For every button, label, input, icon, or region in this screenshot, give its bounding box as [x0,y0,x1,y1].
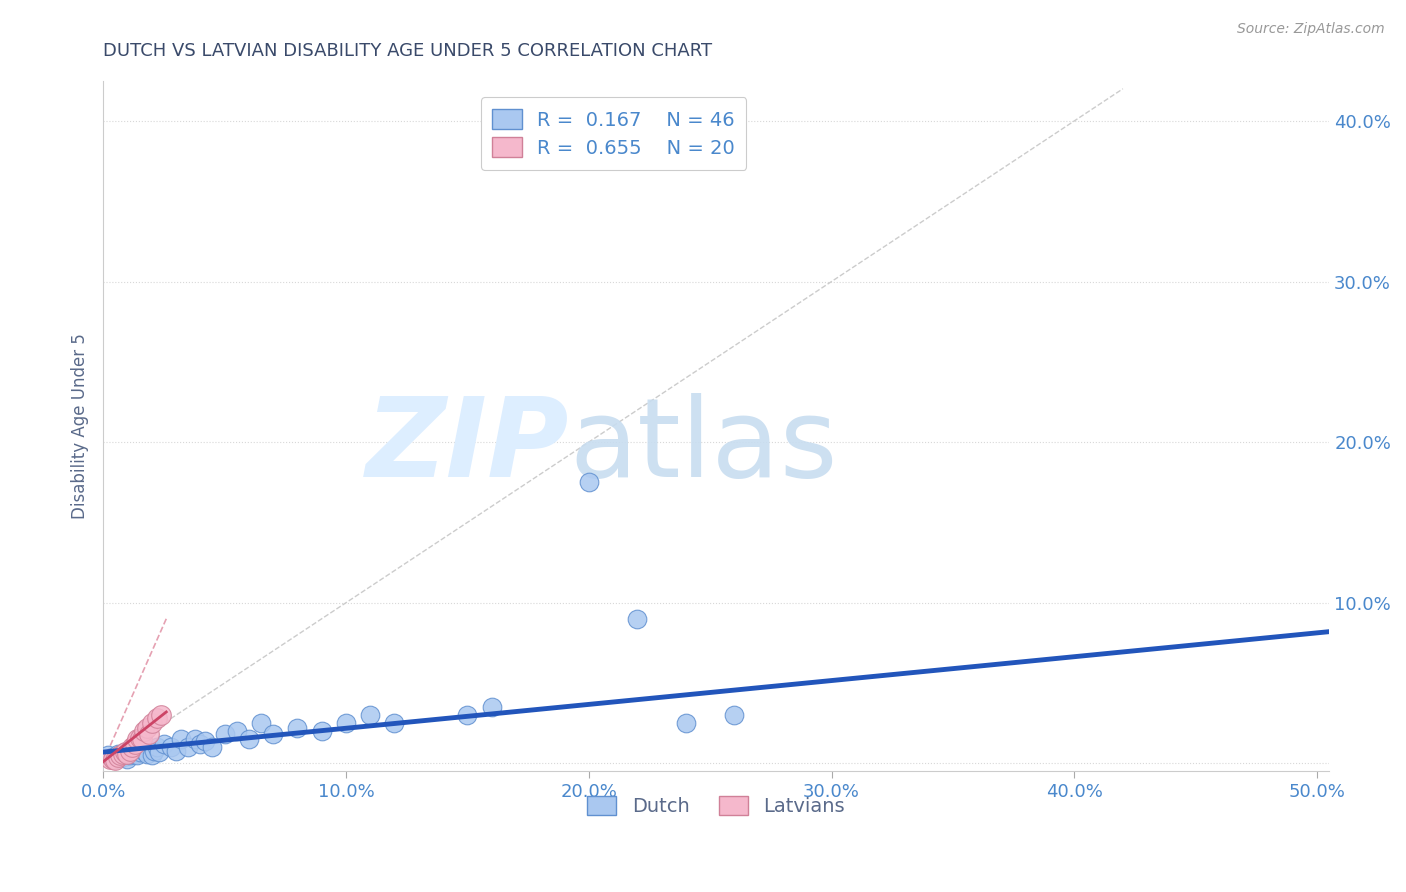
Point [177,740,200,755]
Point [184,732,207,747]
Point [359,708,381,723]
Point [285,721,308,735]
Point [117,747,139,761]
Point [128,745,150,759]
Point [723,708,745,723]
Text: ZIP: ZIP [366,393,569,500]
Point [138,727,160,741]
Point [131,740,153,755]
Point [134,724,156,739]
Point [238,732,260,747]
Point [335,716,357,731]
Point [111,747,134,761]
Point [384,716,406,731]
Point [481,700,503,714]
Point [170,732,193,747]
Point [127,748,149,763]
Point [117,747,139,761]
Point [145,740,167,755]
Point [135,721,157,735]
Text: DUTCH VS LATVIAN DISABILITY AGE UNDER 5 CORRELATION CHART: DUTCH VS LATVIAN DISABILITY AGE UNDER 5 … [103,42,713,60]
Point [114,745,136,759]
Point [135,747,157,761]
Point [114,745,136,759]
Point [145,711,167,725]
Point [311,724,333,739]
Point [250,716,273,731]
Point [121,743,143,757]
Point [194,734,217,748]
Point [121,740,143,755]
Point [124,737,146,751]
Point [107,747,129,761]
Point [262,727,284,741]
Point [675,716,697,731]
Point [101,750,124,764]
Point [117,751,139,765]
Legend: Dutch, Latvians: Dutch, Latvians [579,788,853,824]
Point [225,724,247,739]
Point [127,732,149,747]
Point [141,716,163,731]
Point [97,748,120,763]
Point [214,727,236,741]
Point [626,612,648,626]
Text: atlas: atlas [569,393,838,500]
Point [108,748,131,763]
Point [456,708,478,723]
Point [131,732,153,747]
Point [104,751,127,765]
Point [201,740,224,755]
Text: Source: ZipAtlas.com: Source: ZipAtlas.com [1237,22,1385,37]
Point [111,750,134,764]
Y-axis label: Disability Age Under 5: Disability Age Under 5 [72,333,89,519]
Point [107,750,129,764]
Point [124,747,146,761]
Point [118,748,141,763]
Point [108,748,131,763]
Point [188,737,211,751]
Point [141,748,163,763]
Point [134,743,156,757]
Point [143,743,166,757]
Point [150,708,173,723]
Point [165,743,187,757]
Point [104,753,127,767]
Point [160,740,183,755]
Point [578,475,600,490]
Point [153,737,176,751]
Point [101,751,124,765]
Point [118,743,141,757]
Point [148,745,170,759]
Point [128,731,150,745]
Point [100,751,122,765]
